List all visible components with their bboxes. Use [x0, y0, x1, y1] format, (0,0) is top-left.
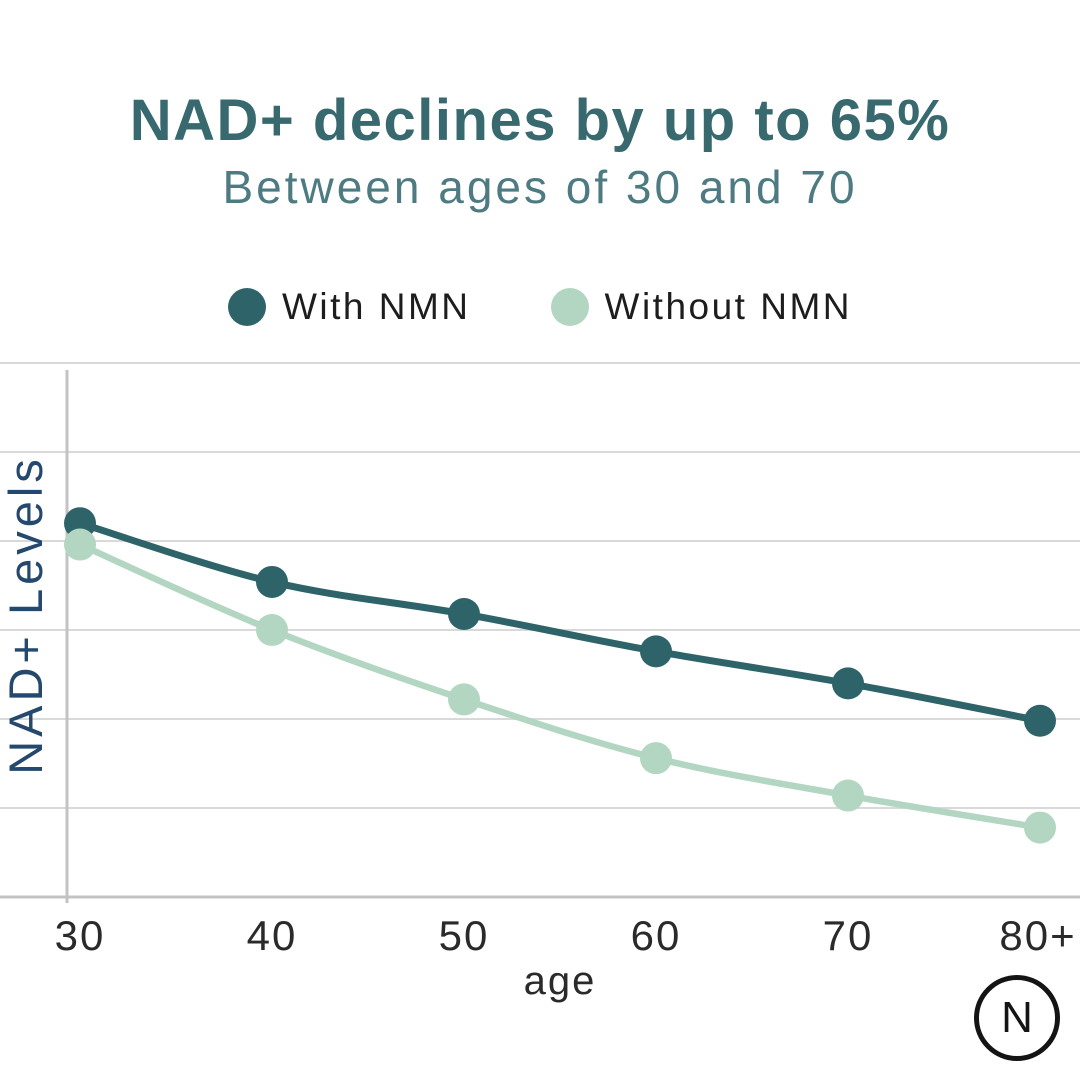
legend-label-without-nmn: Without NMN [604, 286, 853, 327]
legend-dot-with-nmn-icon [227, 288, 266, 326]
data-point-without-nmn [832, 779, 864, 812]
data-point-with-nmn [256, 565, 288, 598]
x-tick-80plus: 80+ [999, 912, 1076, 959]
legend-item-with-nmn: With NMN [227, 286, 471, 328]
header: NAD+ declines by up to 65% Between ages … [0, 88, 1080, 213]
x-tick-40: 40 [247, 912, 298, 959]
series-line-with-nmn [76, 519, 1044, 725]
series-line-without-nmn [76, 541, 1044, 831]
series-layer [64, 507, 1056, 844]
page-title: NAD+ declines by up to 65% [129, 88, 951, 153]
y-axis-label: NAD+ Levels [0, 455, 52, 775]
x-tick-60: 60 [631, 912, 682, 959]
legend-item-without-nmn: Without NMN [550, 286, 853, 328]
page-subtitle: Between ages of 30 and 70 [222, 161, 858, 213]
brand-logo: N [974, 975, 1060, 1061]
legend-dot-without-nmn-icon [550, 288, 589, 326]
x-tick-70: 70 [823, 912, 874, 959]
legend-label-with-nmn: With NMN [281, 286, 471, 327]
x-axis-label: age [524, 959, 597, 1003]
legend: With NMN Without NMN [0, 286, 1080, 328]
data-point-with-nmn [448, 597, 480, 630]
brand-logo-letter: N [1001, 993, 1033, 1042]
data-point-with-nmn [832, 667, 864, 700]
x-tick-30: 30 [55, 912, 106, 959]
data-point-with-nmn [1024, 704, 1056, 737]
data-point-with-nmn [640, 635, 672, 668]
data-point-without-nmn [640, 742, 672, 775]
data-point-without-nmn [448, 683, 480, 716]
data-point-without-nmn [64, 528, 96, 561]
x-tick-50: 50 [439, 912, 490, 959]
data-point-without-nmn [256, 614, 288, 646]
data-point-without-nmn [1024, 811, 1056, 844]
